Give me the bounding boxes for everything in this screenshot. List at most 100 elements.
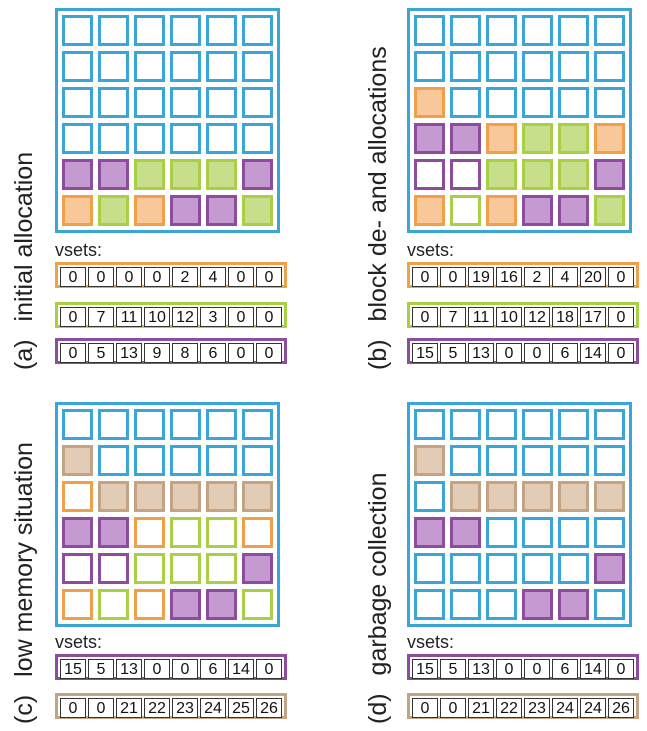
vset-value: 0 xyxy=(60,267,86,287)
memory-block xyxy=(98,159,129,190)
vset-value: 0 xyxy=(496,659,522,679)
memory-block xyxy=(450,553,481,584)
memory-block xyxy=(62,51,93,82)
memory-grid xyxy=(55,402,280,627)
vset-row: 15 5 13 0 0 6 14 0 xyxy=(55,654,287,680)
memory-block xyxy=(414,195,445,226)
memory-block xyxy=(62,195,93,226)
vset-value: 4 xyxy=(552,267,578,287)
vset-row: 15 5 13 0 0 6 14 0 xyxy=(407,654,639,680)
vset-value: 0 xyxy=(88,267,114,287)
vset-value: 18 xyxy=(552,307,578,327)
vset-value: 22 xyxy=(496,698,522,718)
vset-value: 24 xyxy=(200,698,226,718)
memory-block xyxy=(522,445,553,476)
memory-block xyxy=(62,87,93,118)
memory-block xyxy=(134,517,165,548)
memory-block xyxy=(206,589,237,620)
memory-block xyxy=(522,51,553,82)
memory-block xyxy=(522,589,553,620)
vset-row: 0 7 11 10 12 18 17 0 xyxy=(407,302,639,328)
memory-block xyxy=(62,517,93,548)
panel-title: garbage collection xyxy=(364,472,392,676)
memory-block xyxy=(594,159,625,190)
memory-block xyxy=(594,15,625,46)
memory-block xyxy=(98,589,129,620)
memory-block xyxy=(522,87,553,118)
memory-block xyxy=(414,481,445,512)
memory-block xyxy=(594,589,625,620)
vset-value: 22 xyxy=(144,698,170,718)
panel-title: block de- and allocations xyxy=(364,46,392,322)
memory-block xyxy=(170,51,201,82)
vset-value: 17 xyxy=(580,307,606,327)
memory-block xyxy=(98,445,129,476)
vsets-title: vsets: xyxy=(55,240,103,260)
memory-block xyxy=(486,589,517,620)
memory-block xyxy=(242,553,273,584)
vset-value: 0 xyxy=(412,698,438,718)
vset-value: 0 xyxy=(60,343,86,363)
vset-value: 0 xyxy=(172,659,198,679)
vset-value: 11 xyxy=(468,307,494,327)
vset-value: 2 xyxy=(524,267,550,287)
panel-title: low memory situation xyxy=(10,442,38,677)
vset-value: 5 xyxy=(440,659,466,679)
vset-value: 3 xyxy=(200,307,226,327)
memory-block xyxy=(522,409,553,440)
memory-block xyxy=(414,159,445,190)
vset-value: 24 xyxy=(580,698,606,718)
panel-label: (d) garbage collection xyxy=(358,424,398,724)
vset-value: 13 xyxy=(116,343,142,363)
panel-tag: (d) xyxy=(364,693,392,724)
memory-block xyxy=(98,409,129,440)
memory-block xyxy=(98,51,129,82)
memory-block xyxy=(206,481,237,512)
memory-block xyxy=(206,87,237,118)
memory-block xyxy=(134,15,165,46)
vset-value: 8 xyxy=(172,343,198,363)
vsets-title: vsets: xyxy=(55,632,103,652)
vset-value: 23 xyxy=(172,698,198,718)
memory-block xyxy=(486,445,517,476)
vset-value: 0 xyxy=(412,307,438,327)
vset-value: 0 xyxy=(228,343,254,363)
panel-tag: (a) xyxy=(10,339,38,370)
memory-block xyxy=(486,409,517,440)
vset-value: 12 xyxy=(172,307,198,327)
memory-block xyxy=(242,123,273,154)
memory-block xyxy=(594,195,625,226)
memory-block xyxy=(206,15,237,46)
memory-block xyxy=(206,517,237,548)
memory-block xyxy=(450,15,481,46)
panel-tag: (c) xyxy=(10,694,38,724)
vset-row: 0 7 11 10 12 3 0 0 xyxy=(55,302,287,328)
memory-grid xyxy=(407,8,632,233)
memory-block xyxy=(98,553,129,584)
vset-value: 0 xyxy=(144,659,170,679)
memory-block xyxy=(414,87,445,118)
vset-value: 14 xyxy=(580,659,606,679)
memory-block xyxy=(134,553,165,584)
vset-value: 6 xyxy=(200,343,226,363)
memory-block xyxy=(98,123,129,154)
memory-block xyxy=(170,481,201,512)
memory-block xyxy=(486,195,517,226)
memory-grid xyxy=(55,8,280,233)
memory-block xyxy=(558,195,589,226)
memory-block xyxy=(62,15,93,46)
memory-block xyxy=(594,553,625,584)
memory-block xyxy=(206,409,237,440)
vset-value: 9 xyxy=(144,343,170,363)
memory-block xyxy=(522,159,553,190)
memory-block xyxy=(522,123,553,154)
memory-block xyxy=(594,445,625,476)
vset-value: 12 xyxy=(524,307,550,327)
memory-block xyxy=(242,195,273,226)
panel-label: (b) block de- and allocations xyxy=(358,46,398,370)
memory-block xyxy=(450,517,481,548)
memory-block xyxy=(486,481,517,512)
vset-value: 5 xyxy=(88,659,114,679)
memory-block xyxy=(242,445,273,476)
